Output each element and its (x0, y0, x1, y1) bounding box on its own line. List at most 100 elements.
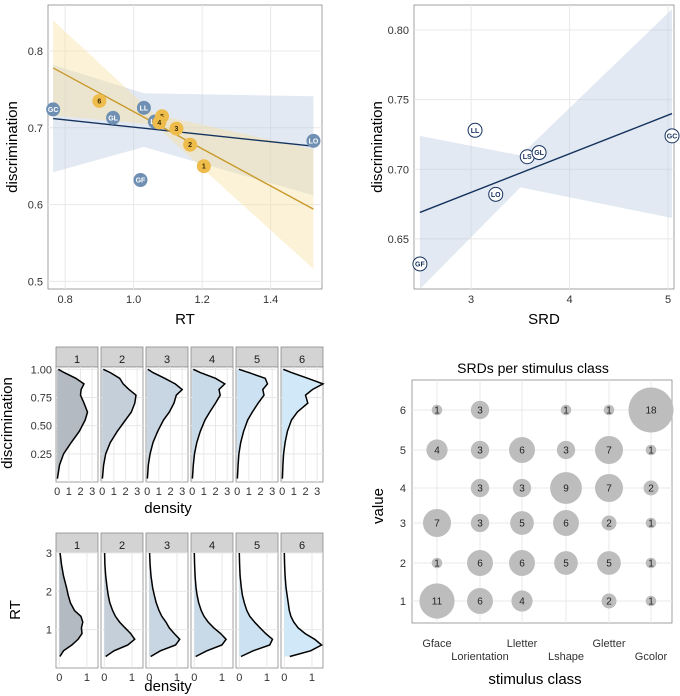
bubble-count-label: 9 (563, 484, 569, 495)
srd-point (531, 145, 547, 161)
bubble-x-axis-title: stimulus class (488, 671, 581, 688)
rt-density-facet-label: 3 (164, 540, 170, 552)
bubble-count-label: 1 (434, 406, 440, 417)
rt-point-label: 1 (202, 164, 206, 171)
bubble (467, 588, 493, 614)
rt-density-x-tick-label: 1 (219, 672, 225, 684)
bubble (470, 440, 490, 460)
bubble (550, 472, 582, 504)
rt-density-x-tick-label: 1 (84, 672, 90, 684)
srd-point (412, 256, 428, 272)
bubble-count-label: 3 (477, 446, 483, 457)
bubble (601, 593, 617, 609)
srd-point-label: GL (534, 150, 544, 157)
rt-density-density-curve (103, 552, 136, 658)
bubble-count-label: 6 (563, 519, 569, 530)
bubble-x-tick-label: Gface (422, 638, 451, 650)
bubble-count-label: 1 (648, 559, 654, 570)
srd-point (488, 186, 504, 202)
bubble (643, 480, 659, 496)
bubble-x-tick-label: Gletter (592, 638, 625, 650)
bubble-x-tick-label: Lorientation (451, 651, 509, 663)
bubble-y-tick-label: 4 (400, 483, 406, 495)
rt-density-x-tick-label: 0 (56, 672, 62, 684)
disc-density-density-curve (191, 368, 227, 479)
rt-point-label: 3 (174, 126, 178, 133)
bubble (431, 557, 443, 569)
rt-regression-line-value (52, 67, 314, 210)
srd-x-tick-label: 3 (468, 294, 474, 306)
bubble-count-label: 11 (432, 597, 443, 608)
srd-y-tick-label: 0.65 (388, 234, 409, 246)
rt-density-x-axis-title: density (144, 678, 192, 695)
srd-x-tick-label: 4 (567, 294, 573, 306)
bubble-count-label: 5 (563, 559, 569, 570)
bubble-count-label: 2 (606, 597, 612, 608)
disc-density-y-tick-label: 0.75 (31, 392, 52, 404)
rt-density-density-curve (193, 552, 228, 658)
rt-x-tick-label: 0.8 (57, 294, 72, 306)
bubble (431, 404, 443, 416)
rt-point-label: GF (136, 178, 146, 185)
rt-x-tick-label: 1.2 (194, 294, 209, 306)
bubble-count-label: 1 (434, 559, 440, 570)
disc-density-x-tick-label: 1 (246, 486, 252, 498)
bubble (509, 550, 535, 576)
srd-x-tick-label: 5 (665, 294, 671, 306)
bubble-y-tick-label: 5 (400, 445, 406, 457)
rt-density-facet-label: 1 (74, 540, 80, 552)
bubble (645, 517, 657, 529)
disc-density-x-tick-label: 2 (167, 486, 173, 498)
bubble (628, 387, 674, 433)
disc-density-density-curve (281, 368, 325, 479)
rt-point-label: GC (48, 107, 59, 114)
bubble (419, 583, 455, 619)
bubble (511, 590, 533, 612)
rt-density-y-axis-title: RT (7, 600, 24, 620)
srd-regression-line (419, 112, 673, 214)
disc-density-x-tick-label: 3 (314, 486, 320, 498)
rt-density-x-tick-label: 1 (174, 672, 180, 684)
bubble-x-tick-label: Lletter (507, 638, 538, 650)
rt-density-density-area (149, 553, 180, 657)
disc-density-density-curve (56, 368, 89, 479)
rt-density-y-tick-label: 1 (46, 625, 52, 637)
disc-density-density-area (102, 369, 136, 479)
bubble-count-label: 3 (477, 406, 483, 417)
disc-density-density-area (147, 369, 183, 479)
disc-density-x-tick-label: 0 (189, 486, 195, 498)
rt-density-x-tick-label: 0 (236, 672, 242, 684)
bubble (510, 511, 534, 535)
rt-regression-line-class (53, 117, 314, 147)
rt-density-density-area (239, 553, 273, 657)
bubble (470, 513, 490, 533)
bubble-y-tick-label: 6 (400, 405, 406, 417)
bubble-count-label: 1 (648, 446, 654, 457)
bubble-count-label: 7 (606, 484, 612, 495)
rt-point-label: LO (309, 138, 319, 145)
bubble (422, 508, 452, 538)
rt-point (92, 93, 107, 108)
rt-point (133, 173, 148, 188)
disc-density-x-tick-label: 3 (224, 486, 230, 498)
disc-density-x-tick-label: 3 (89, 486, 95, 498)
bubble-count-label: 18 (645, 406, 657, 417)
rt-density-y-tick-label: 2 (46, 586, 52, 598)
disc-density-density-area (192, 369, 225, 479)
bubble (594, 435, 624, 465)
bubble-count-label: 3 (477, 519, 483, 530)
disc-density-density-curve (101, 368, 137, 479)
srd-point-label: LS (523, 154, 532, 161)
srd-y-tick-label: 0.70 (388, 164, 409, 176)
bubble (554, 551, 578, 575)
rt-point (169, 121, 184, 136)
disc-density-x-tick-label: 3 (179, 486, 185, 498)
rt-point (46, 102, 61, 117)
disc-density-x-tick-label: 3 (269, 486, 275, 498)
rt-point (196, 159, 211, 174)
rt-density-y-tick-label: 3 (46, 548, 52, 560)
rt-point (152, 115, 167, 130)
disc-density-x-tick-label: 2 (257, 486, 263, 498)
disc-density-facet-label: 1 (74, 354, 80, 366)
